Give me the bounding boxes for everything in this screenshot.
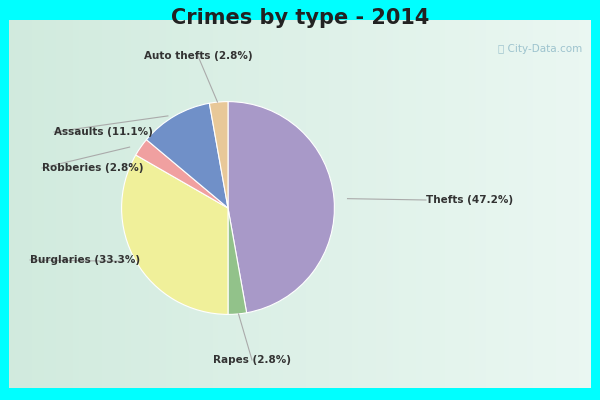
Wedge shape bbox=[228, 102, 334, 313]
Wedge shape bbox=[209, 102, 228, 208]
Text: ⓘ City-Data.com: ⓘ City-Data.com bbox=[498, 44, 582, 54]
Text: Burglaries (33.3%): Burglaries (33.3%) bbox=[30, 255, 140, 265]
Text: Robberies (2.8%): Robberies (2.8%) bbox=[42, 163, 143, 173]
Text: Thefts (47.2%): Thefts (47.2%) bbox=[426, 195, 513, 205]
Text: Crimes by type - 2014: Crimes by type - 2014 bbox=[171, 8, 429, 28]
Text: Rapes (2.8%): Rapes (2.8%) bbox=[213, 355, 291, 365]
Text: Assaults (11.1%): Assaults (11.1%) bbox=[54, 127, 153, 137]
Wedge shape bbox=[136, 140, 228, 208]
Text: Auto thefts (2.8%): Auto thefts (2.8%) bbox=[143, 51, 253, 61]
Wedge shape bbox=[146, 103, 228, 208]
Wedge shape bbox=[122, 155, 228, 314]
Wedge shape bbox=[228, 208, 247, 314]
